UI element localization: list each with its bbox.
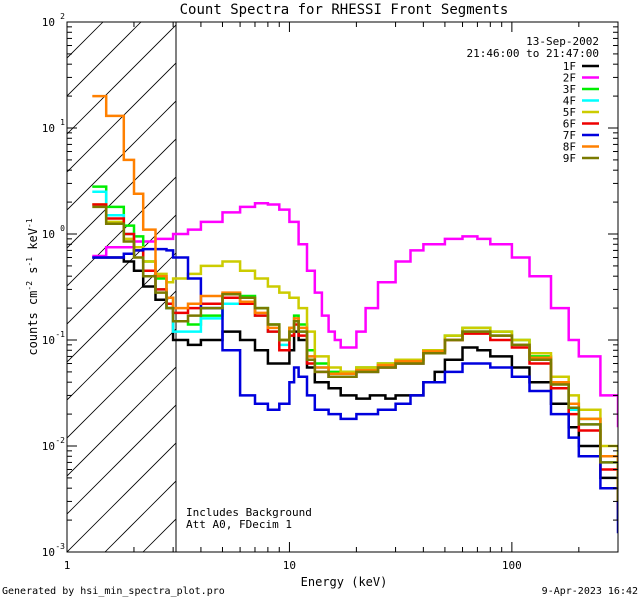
legend-label-6F: 6F	[563, 118, 576, 131]
hatch-line	[67, 62, 176, 173]
series-line-2F	[92, 202, 618, 428]
y-tick-exponent: 1	[60, 118, 65, 127]
hatch-line	[67, 328, 176, 439]
x-tick-labels: 1 10 100	[64, 559, 522, 572]
y-tick-label: 10 1	[42, 118, 65, 135]
date-label: 13-Sep-2002	[526, 35, 599, 48]
y-tick-label: 10-3	[42, 542, 65, 559]
series-line-7F	[92, 247, 618, 534]
y-axis-label-part-b: s	[26, 267, 40, 281]
hatched-region	[0, 22, 640, 552]
hatch-line	[67, 404, 176, 515]
hatch-line	[523, 22, 640, 552]
hatch-line	[67, 442, 176, 552]
y-tick-label: 10 2	[42, 12, 65, 29]
hatch-line	[599, 22, 640, 552]
hatch-line	[447, 22, 640, 552]
legend-label-1F: 1F	[563, 60, 576, 73]
legend-label-4F: 4F	[563, 95, 576, 108]
hatch-line	[104, 480, 176, 552]
x-tick-label: 100	[502, 559, 522, 572]
legend-label-5F: 5F	[563, 106, 576, 119]
y-tick-exponent: -2	[55, 436, 65, 445]
hatch-line	[67, 252, 176, 363]
y-axis-label-sup-b: -1	[25, 257, 34, 267]
hatch-line	[67, 22, 104, 59]
legend-label-9F: 9F	[563, 152, 576, 165]
legend-label-3F: 3F	[563, 83, 576, 96]
axis-ticks	[66, 21, 619, 553]
plot-frame	[66, 21, 619, 553]
generated-by-footer: Generated by hsi_min_spectra_plot.pro	[2, 586, 225, 597]
time-range-label: 21:46:00 to 21:47:00	[467, 47, 599, 60]
y-axis-label-sup-c: -1	[25, 218, 34, 228]
x-axis-label: Energy (keV)	[301, 575, 388, 589]
y-axis-label: counts cm-2 s-1 keV-1	[25, 218, 40, 355]
x-tick-label: 1	[64, 559, 71, 572]
series-line-9F	[92, 205, 618, 502]
legend-label-2F: 2F	[563, 72, 576, 85]
y-axis-label-part-a: counts cm	[26, 291, 40, 356]
legend-label-8F: 8F	[563, 141, 576, 154]
hatch-line	[409, 22, 640, 552]
y-axis-label-sup-a: -2	[25, 281, 34, 291]
legend-label-7F: 7F	[563, 129, 576, 142]
y-tick-exponent: -3	[55, 542, 65, 551]
annotation-background: Includes Background	[186, 506, 312, 519]
series-group	[92, 94, 618, 534]
series-line-8F	[92, 94, 618, 502]
x-tick-label: 10	[283, 559, 296, 572]
hatch-line	[67, 214, 176, 325]
y-tick-label: 10-2	[42, 436, 65, 453]
y-tick-exponent: -1	[55, 330, 65, 339]
hatch-line	[67, 366, 176, 477]
hatch-line	[67, 24, 176, 135]
y-tick-exponent: 0	[60, 224, 65, 233]
y-tick-label: 10-1	[42, 330, 65, 347]
hatch-line	[0, 22, 27, 552]
timestamp-footer: 9-Apr-2023 16:42	[541, 586, 638, 597]
y-tick-exponent: 2	[60, 12, 65, 21]
hatch-line	[67, 100, 176, 211]
hatch-line	[219, 22, 640, 552]
annotation-attenuator: Att A0, FDecim 1	[186, 518, 292, 531]
y-axis-label-part-c: keV	[26, 228, 40, 257]
chart-title: Count Spectra for RHESSI Front Segments	[180, 2, 509, 18]
y-tick-label: 10 0	[42, 224, 65, 241]
